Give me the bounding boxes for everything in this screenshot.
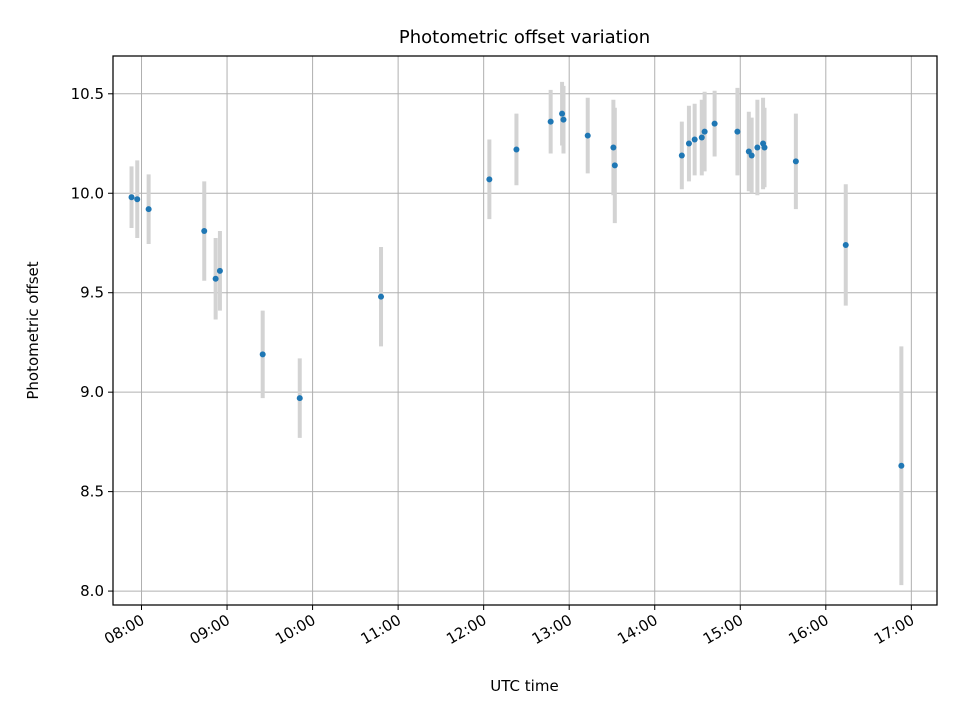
y-tick-label: 9.5 xyxy=(80,284,104,302)
data-point xyxy=(711,120,718,127)
data-point xyxy=(754,144,761,151)
grid-lines xyxy=(113,56,937,605)
data-point xyxy=(748,152,755,159)
x-axis-label: UTC time xyxy=(490,677,558,695)
data-point xyxy=(378,293,385,300)
plot-frame xyxy=(112,55,938,606)
data-point xyxy=(145,206,152,213)
data-point xyxy=(698,134,705,141)
data-point xyxy=(898,462,905,469)
data-point xyxy=(761,144,768,151)
y-tick-label: 8.0 xyxy=(80,582,104,600)
data-point xyxy=(486,176,493,183)
data-point xyxy=(584,132,591,139)
data-point xyxy=(691,136,698,143)
data-point xyxy=(296,395,303,402)
data-point xyxy=(134,196,141,203)
y-tick-label: 10.0 xyxy=(71,184,104,202)
data-point xyxy=(685,140,692,147)
data-point xyxy=(842,241,849,248)
data-points xyxy=(128,110,905,469)
data-point xyxy=(559,110,566,117)
y-tick-label: 10.5 xyxy=(71,85,104,103)
data-point xyxy=(513,146,520,153)
y-axis-label: Photometric offset xyxy=(24,261,42,399)
y-axis: 8.0 8.5 9.0 9.5 10.0 10.5 xyxy=(71,85,113,600)
data-point xyxy=(611,162,618,169)
y-tick-label: 8.5 xyxy=(80,483,104,501)
data-point xyxy=(792,158,799,165)
y-tick-label: 9.0 xyxy=(80,383,104,401)
data-point xyxy=(259,351,266,358)
data-point xyxy=(560,116,567,123)
data-point xyxy=(547,118,554,125)
data-point xyxy=(128,194,135,201)
data-point xyxy=(678,152,685,159)
data-point xyxy=(610,144,617,151)
data-point xyxy=(212,275,219,282)
data-point xyxy=(201,228,208,235)
data-point xyxy=(701,128,708,135)
data-point xyxy=(734,128,741,135)
data-point xyxy=(216,267,223,274)
chart-title: Photometric offset variation xyxy=(399,27,650,48)
